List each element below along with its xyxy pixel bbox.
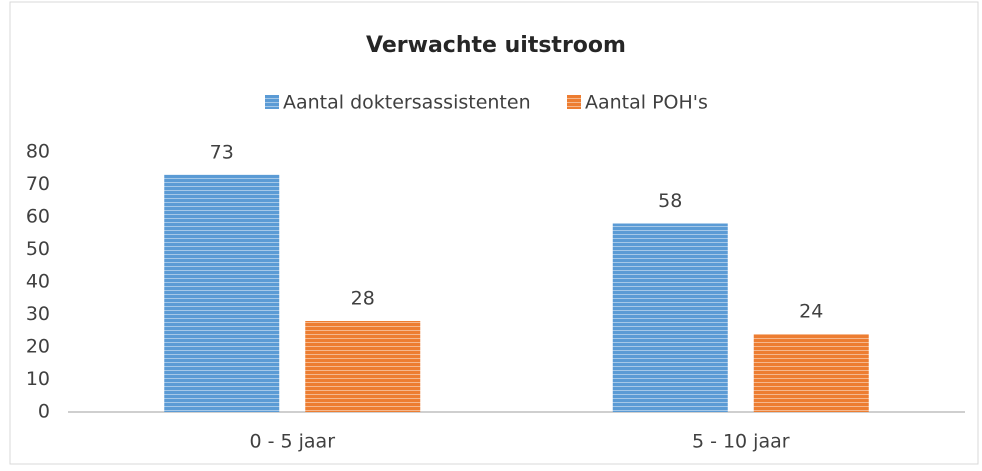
chart-title: Verwachte uitstroom — [366, 33, 626, 58]
y-tick-label: 70 — [26, 173, 50, 195]
y-tick-label: 30 — [26, 303, 50, 325]
x-tick-label: 0 - 5 jaar — [249, 431, 335, 453]
y-tick-label: 0 — [38, 401, 50, 423]
y-tick-label: 10 — [26, 368, 50, 390]
y-tick-label: 50 — [26, 238, 50, 260]
bar — [612, 223, 728, 412]
legend-swatch — [567, 95, 581, 109]
data-label: 24 — [799, 301, 823, 323]
bar — [753, 334, 869, 412]
y-tick-label: 40 — [26, 271, 50, 293]
y-tick-label: 60 — [26, 206, 50, 228]
data-label: 73 — [210, 141, 234, 163]
legend-swatch — [265, 95, 279, 109]
bar — [305, 321, 421, 412]
data-label: 28 — [351, 288, 375, 310]
bar — [164, 174, 280, 412]
legend-label: Aantal doktersassistenten — [283, 92, 531, 114]
y-tick-label: 80 — [26, 141, 50, 163]
y-tick-label: 20 — [26, 336, 50, 358]
data-label: 58 — [658, 190, 682, 212]
legend-label: Aantal POH's — [585, 92, 708, 114]
x-tick-label: 5 - 10 jaar — [692, 431, 790, 453]
